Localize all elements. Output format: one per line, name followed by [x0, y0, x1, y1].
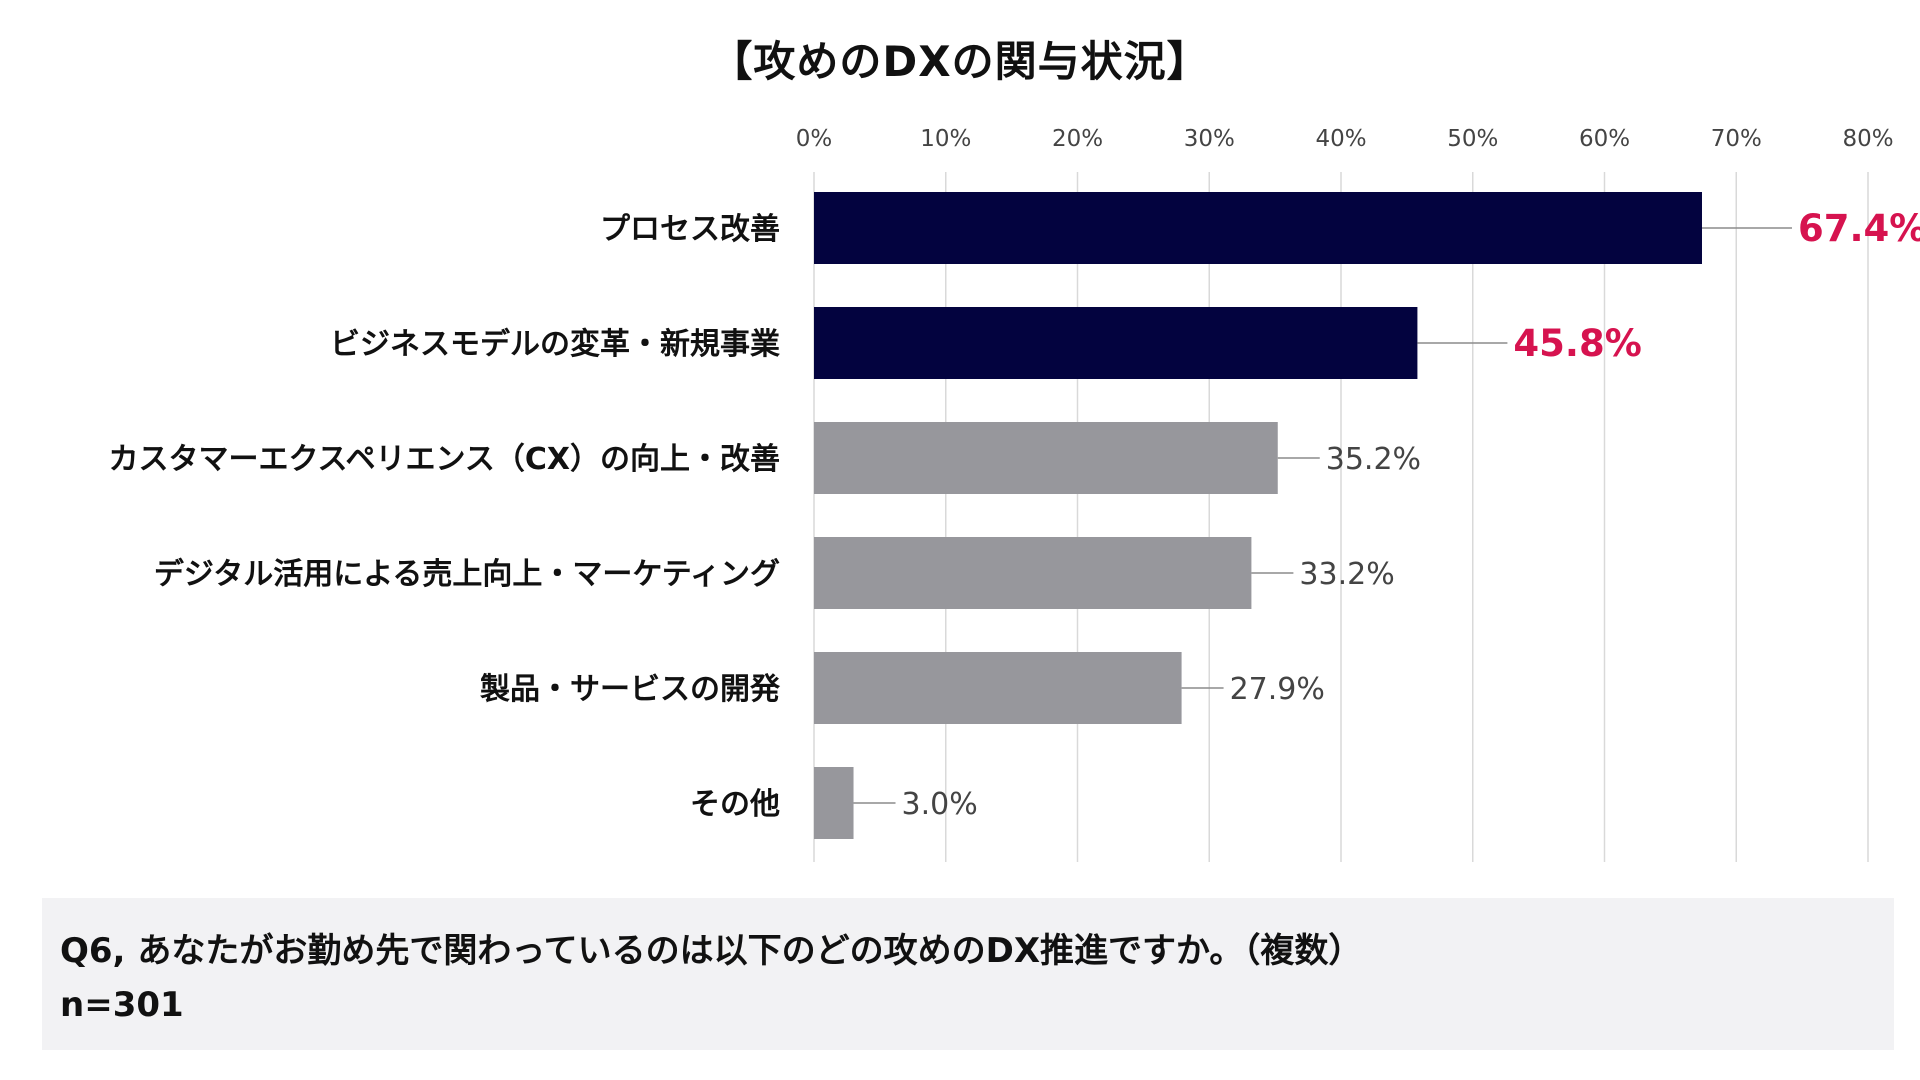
category-label: ビジネスモデルの変革・新規事業 [330, 327, 780, 362]
footnote-box: Q6, あなたがお勤め先で関わっているのは以下のどの攻めのDX推進ですか。（複数… [42, 898, 1894, 1050]
x-tick-label: 70% [1711, 126, 1762, 152]
value-label: 35.2% [1326, 442, 1421, 477]
bar [814, 192, 1702, 264]
category-label: カスタマーエクスペリエンス（CX）の向上・改善 [108, 442, 780, 477]
value-label: 67.4% [1798, 207, 1920, 250]
category-label: その他 [690, 787, 780, 822]
bar [814, 652, 1182, 724]
category-label: デジタル活用による売上向上・マーケティング [154, 557, 780, 592]
x-tick-label: 30% [1184, 126, 1235, 152]
chart-title: 【攻めのDXの関与状況】 [710, 37, 1210, 86]
x-tick-label: 20% [1052, 126, 1103, 152]
category-label: プロセス改善 [600, 212, 780, 247]
value-label: 27.9% [1230, 672, 1325, 707]
x-tick-label: 60% [1579, 126, 1630, 152]
x-tick-label: 40% [1315, 126, 1366, 152]
x-tick-label: 80% [1842, 126, 1893, 152]
x-tick-label: 50% [1447, 126, 1498, 152]
sample-size: n=301 [60, 985, 184, 1025]
bar [814, 537, 1252, 609]
x-tick-label: 0% [796, 126, 833, 152]
value-label: 3.0% [902, 787, 978, 822]
question-text: Q6, あなたがお勤め先で関わっているのは以下のどの攻めのDX推進ですか。（複数… [60, 931, 1363, 971]
x-tick-label: 10% [920, 126, 971, 152]
bar [814, 422, 1278, 494]
value-label: 45.8% [1513, 322, 1641, 365]
bar [814, 307, 1418, 379]
bar [814, 767, 854, 839]
category-label: 製品・サービスの開発 [480, 672, 781, 707]
value-label: 33.2% [1299, 557, 1394, 592]
